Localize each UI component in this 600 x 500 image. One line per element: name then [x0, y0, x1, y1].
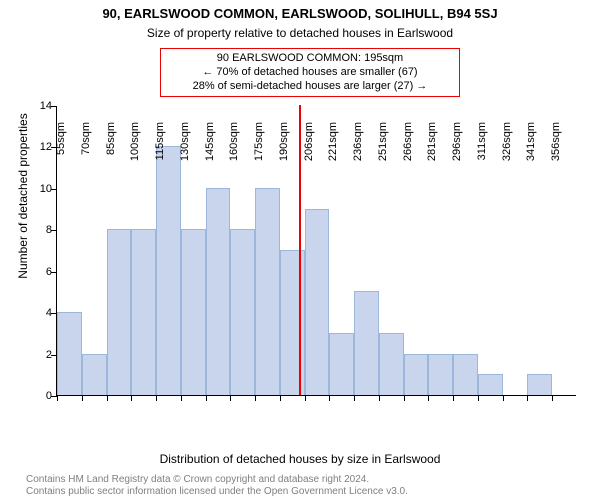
- histogram-bar: [453, 354, 478, 395]
- histogram-bar: [305, 209, 330, 395]
- chart-subtitle: Size of property relative to detached ho…: [0, 26, 600, 40]
- x-tick: [280, 395, 281, 401]
- annotation-line-3: 28% of semi-detached houses are larger (…: [167, 80, 453, 94]
- x-tick-label: 175sqm: [253, 118, 265, 161]
- x-tick-label: 266sqm: [402, 118, 414, 161]
- x-tick-label: 70sqm: [80, 118, 92, 155]
- histogram-bar: [181, 229, 206, 395]
- x-tick-label: 221sqm: [327, 118, 339, 161]
- histogram-bar: [329, 333, 354, 395]
- x-tick: [354, 395, 355, 401]
- x-tick-label: 326sqm: [501, 118, 513, 161]
- histogram-bar: [428, 354, 453, 395]
- y-tick-label: 0: [46, 390, 56, 402]
- y-axis-label: Number of detached properties: [16, 51, 30, 341]
- histogram-bar: [156, 146, 181, 395]
- x-tick: [305, 395, 306, 401]
- annotation-line-1: 90 EARLSWOOD COMMON: 195sqm: [167, 52, 453, 66]
- x-tick: [552, 395, 553, 401]
- histogram-bar: [82, 354, 107, 395]
- histogram-bar: [206, 188, 231, 395]
- histogram-bar: [354, 291, 379, 395]
- x-tick: [156, 395, 157, 401]
- x-tick-label: 236sqm: [352, 118, 364, 161]
- histogram-bar: [57, 312, 82, 395]
- x-tick-label: 190sqm: [278, 118, 290, 161]
- chart-container: { "chart": { "type": "histogram", "title…: [0, 0, 600, 500]
- x-tick: [181, 395, 182, 401]
- x-tick-label: 296sqm: [451, 118, 463, 161]
- footer-line-2: Contains public sector information licen…: [26, 486, 408, 497]
- x-tick-label: 115sqm: [154, 118, 166, 160]
- histogram-bar: [527, 374, 552, 395]
- x-tick: [57, 395, 58, 401]
- x-tick: [478, 395, 479, 401]
- x-tick: [107, 395, 108, 401]
- x-tick-label: 251sqm: [377, 118, 389, 161]
- histogram-bar: [478, 374, 503, 395]
- x-tick: [329, 395, 330, 401]
- x-tick-label: 311sqm: [476, 118, 488, 160]
- x-tick-label: 145sqm: [204, 118, 216, 161]
- x-tick-label: 100sqm: [129, 118, 141, 161]
- x-axis-label: Distribution of detached houses by size …: [0, 452, 600, 466]
- y-tick-label: 8: [46, 224, 56, 236]
- x-tick: [453, 395, 454, 401]
- x-tick-label: 281sqm: [426, 118, 438, 161]
- x-tick: [255, 395, 256, 401]
- chart-title-address: 90, EARLSWOOD COMMON, EARLSWOOD, SOLIHUL…: [0, 6, 600, 21]
- annotation-box: 90 EARLSWOOD COMMON: 195sqm ← 70% of det…: [160, 48, 460, 97]
- x-tick-label: 85sqm: [105, 118, 117, 155]
- x-tick: [131, 395, 132, 401]
- y-tick-label: 2: [46, 349, 56, 361]
- histogram-bar: [255, 188, 280, 395]
- x-tick: [82, 395, 83, 401]
- reference-line: [299, 105, 301, 395]
- x-tick: [527, 395, 528, 401]
- y-tick-label: 14: [40, 100, 56, 112]
- x-tick-label: 206sqm: [303, 118, 315, 161]
- x-tick-label: 341sqm: [525, 118, 537, 161]
- x-tick-label: 160sqm: [228, 118, 240, 161]
- x-tick: [503, 395, 504, 401]
- x-tick-label: 356sqm: [550, 118, 562, 161]
- x-tick: [206, 395, 207, 401]
- x-tick: [230, 395, 231, 401]
- histogram-bar: [131, 229, 156, 395]
- histogram-bar: [379, 333, 404, 395]
- annotation-line-2: ← 70% of detached houses are smaller (67…: [167, 66, 453, 80]
- x-tick-label: 130sqm: [179, 118, 191, 161]
- histogram-bar: [230, 229, 255, 395]
- y-tick-label: 12: [40, 141, 56, 153]
- y-tick-label: 4: [46, 307, 56, 319]
- y-tick-label: 10: [40, 183, 56, 195]
- x-tick: [428, 395, 429, 401]
- histogram-bar: [107, 229, 132, 395]
- x-tick-label: 55sqm: [55, 118, 67, 155]
- footer-line-1: Contains HM Land Registry data © Crown c…: [26, 474, 369, 485]
- plot-area: 0246810121455sqm70sqm85sqm100sqm115sqm13…: [56, 106, 576, 396]
- histogram-bar: [404, 354, 429, 395]
- x-tick: [404, 395, 405, 401]
- y-tick-label: 6: [46, 266, 56, 278]
- x-tick: [379, 395, 380, 401]
